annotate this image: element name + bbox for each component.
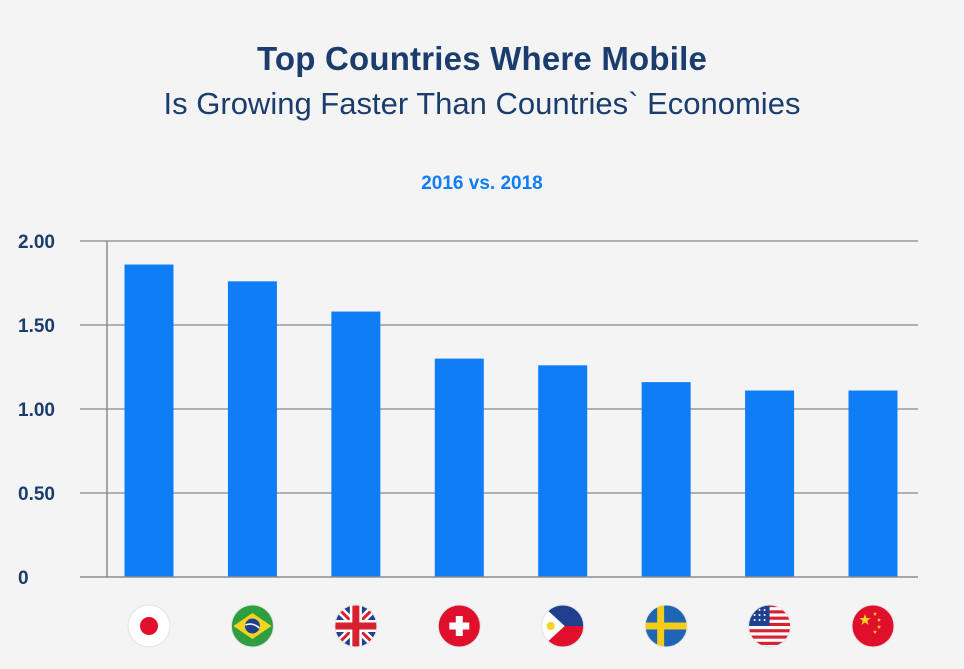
bar-switzerland	[434, 358, 484, 577]
bar-japan	[124, 264, 174, 577]
y-tick-label: 1.50	[18, 316, 55, 337]
bar-philippines	[538, 365, 588, 577]
philippines-flag-icon: Philippines	[541, 604, 585, 648]
china-flag-icon: China	[851, 604, 895, 648]
switzerland-flag-icon: Switzerland	[437, 604, 481, 648]
chart-subtitle: Is Growing Faster Than Countries` Econom…	[163, 86, 801, 121]
japan-flag-icon: Japan	[127, 604, 171, 648]
brazil-flag-icon: Brazil	[230, 604, 274, 648]
y-tick-label: 0	[18, 568, 29, 589]
axes	[80, 241, 918, 578]
bar-china	[848, 390, 898, 577]
y-tick-label: 0.50	[18, 484, 55, 505]
usa-flag-icon: United States	[748, 604, 792, 648]
bar-sweden	[641, 382, 691, 577]
category-flags: Japan Brazil United Kingdom Switzerland Phil…	[127, 604, 895, 648]
chart-title: Top Countries Where Mobile	[256, 40, 708, 77]
y-tick-label: 1.00	[18, 400, 55, 421]
uk-flag-icon: United Kingdom	[334, 604, 378, 648]
bar-uk	[331, 311, 381, 577]
bar-usa	[745, 390, 795, 577]
bars	[124, 264, 898, 577]
y-tick-label: 2.00	[18, 232, 55, 253]
chart-period-label: 2016 vs. 2018	[421, 173, 543, 194]
sweden-flag-icon: Sweden	[644, 604, 688, 648]
bar-brazil	[227, 281, 277, 577]
y-tick-labels: 0 0.50 1.00 1.50 2.00	[18, 232, 55, 589]
